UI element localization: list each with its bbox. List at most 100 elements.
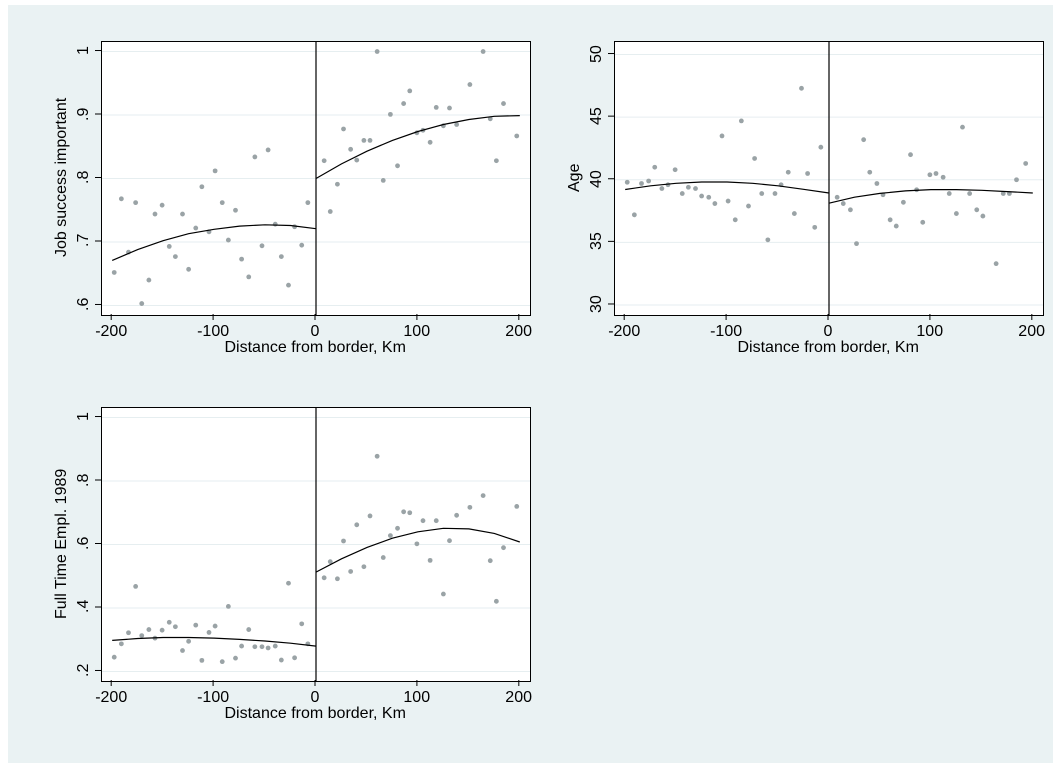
y-tick-label: .8 <box>75 473 92 487</box>
data-point <box>980 213 986 219</box>
data-point <box>259 243 265 249</box>
data-point <box>321 158 327 164</box>
data-point <box>752 156 758 161</box>
plot-area <box>101 41 531 316</box>
x-axis-label: Distance from border, Km <box>224 339 406 356</box>
x-tick-label: -200 <box>95 323 128 340</box>
data-point <box>354 522 360 528</box>
data-point <box>219 200 225 206</box>
data-point <box>172 624 178 630</box>
data-point <box>233 655 238 661</box>
data-point <box>233 207 238 213</box>
data-point <box>487 558 493 564</box>
data-point <box>646 178 652 184</box>
data-point <box>252 154 258 160</box>
data-point <box>433 104 439 110</box>
x-tick-label: 100 <box>916 323 944 340</box>
data-point <box>172 254 178 259</box>
data-point <box>514 133 520 139</box>
y-axis-label: Full Time Empl. 1989 <box>53 468 70 619</box>
data-point <box>395 163 400 169</box>
data-point <box>624 179 630 185</box>
data-point <box>395 525 400 531</box>
data-point <box>493 158 499 164</box>
data-point <box>292 655 297 661</box>
data-point <box>514 504 520 509</box>
data-point <box>946 191 952 196</box>
data-point <box>407 510 413 516</box>
data-point <box>454 512 460 518</box>
data-point <box>887 217 893 223</box>
data-point <box>111 654 117 660</box>
y-tick-label: .6 <box>75 536 92 550</box>
plot-svg <box>102 42 530 315</box>
data-point <box>265 147 271 153</box>
data-point <box>659 186 665 191</box>
data-point <box>791 211 797 216</box>
data-point <box>341 538 346 544</box>
data-point <box>738 118 744 124</box>
data-point <box>732 217 738 223</box>
data-point <box>186 638 192 644</box>
data-point <box>840 201 846 206</box>
data-point <box>272 643 278 649</box>
data-point <box>321 575 327 581</box>
data-point <box>246 274 252 280</box>
data-point <box>927 172 933 178</box>
data-point <box>305 200 311 206</box>
data-point <box>467 82 473 87</box>
data-point <box>920 219 926 225</box>
data-point <box>401 101 407 106</box>
data-point <box>225 604 231 609</box>
data-point <box>812 224 818 230</box>
data-point <box>152 211 158 217</box>
data-point <box>719 133 725 139</box>
data-point <box>212 623 218 629</box>
fit-line-left <box>112 636 317 647</box>
data-point <box>361 564 367 570</box>
data-point <box>848 207 853 213</box>
data-point <box>867 169 873 175</box>
data-point <box>652 164 658 170</box>
data-point <box>746 203 751 209</box>
data-point <box>433 518 439 524</box>
data-point <box>186 266 192 272</box>
data-point <box>348 146 354 152</box>
data-point <box>133 200 139 206</box>
data-point <box>278 254 284 259</box>
data-point <box>940 174 946 180</box>
data-point <box>180 648 185 653</box>
data-point <box>454 122 460 127</box>
x-tick-label: -100 <box>197 323 230 340</box>
data-point <box>299 242 305 248</box>
data-point <box>259 644 265 650</box>
data-point <box>487 116 493 122</box>
data-point <box>401 509 407 515</box>
data-point <box>953 211 959 216</box>
data-point <box>219 659 225 665</box>
data-point <box>799 85 804 91</box>
data-point <box>265 645 271 651</box>
data-point <box>785 169 791 175</box>
data-point <box>693 186 698 191</box>
data-point <box>854 241 859 247</box>
data-point <box>239 643 245 649</box>
data-point <box>335 576 340 582</box>
x-axis-label: Distance from border, Km <box>737 339 919 356</box>
data-point <box>212 168 218 174</box>
data-point <box>447 538 452 544</box>
data-point <box>225 237 231 243</box>
data-point <box>341 126 346 132</box>
data-point <box>139 301 145 306</box>
data-point <box>387 111 393 117</box>
data-point <box>960 124 965 130</box>
data-point <box>380 178 386 183</box>
x-tick-label: 0 <box>310 323 320 340</box>
data-point <box>118 196 124 202</box>
plot-svg <box>102 408 530 681</box>
data-point <box>672 167 678 173</box>
data-point <box>361 138 367 143</box>
x-tick-label: 100 <box>403 323 431 340</box>
data-point <box>712 201 718 206</box>
data-point <box>335 181 340 187</box>
